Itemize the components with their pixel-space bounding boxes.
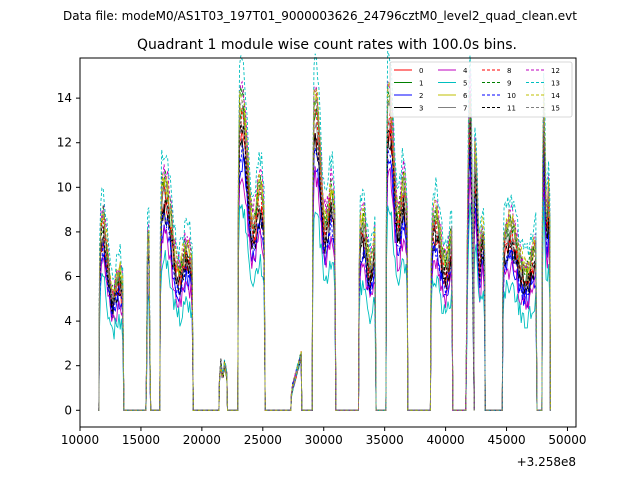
legend-label-4: 4 xyxy=(463,67,468,75)
y-tick-label: 12 xyxy=(57,136,72,150)
legend-label-11: 11 xyxy=(507,105,516,113)
x-tick-label: 10000 xyxy=(61,433,99,447)
series-line-15 xyxy=(98,96,551,411)
x-tick-label: 30000 xyxy=(305,433,343,447)
y-tick-label: 14 xyxy=(57,91,72,105)
series-line-9 xyxy=(98,87,551,411)
legend-label-7: 7 xyxy=(463,105,467,113)
chart-title: Quadrant 1 module wise count rates with … xyxy=(137,37,517,53)
legend-label-2: 2 xyxy=(419,92,423,100)
series-layer xyxy=(98,50,551,411)
x-tick-label: 50000 xyxy=(548,433,586,447)
x-tick-label: 45000 xyxy=(487,433,525,447)
x-tick-label: 25000 xyxy=(244,433,282,447)
y-tick-label: 0 xyxy=(64,403,72,417)
legend-label-12: 12 xyxy=(551,67,560,75)
series-line-13 xyxy=(98,50,551,411)
y-tick-label: 8 xyxy=(64,225,72,239)
legend-label-1: 1 xyxy=(419,80,423,88)
axes-frame xyxy=(79,57,577,428)
y-axis: 0 2 4 6 8 10 12 14 xyxy=(57,91,80,417)
legend-label-6: 6 xyxy=(463,92,468,100)
legend-box xyxy=(389,61,573,118)
legend-label-14: 14 xyxy=(551,92,560,100)
x-tick-label: 40000 xyxy=(427,433,465,447)
suptitle: Data file: modeM0/AS1T03_197T01_90000036… xyxy=(63,9,577,23)
y-tick-label: 4 xyxy=(64,314,72,328)
legend-label-8: 8 xyxy=(507,67,511,75)
legend-label-9: 9 xyxy=(507,80,511,88)
x-axis: 10000 15000 20000 25000 30000 35000 40000 45000… xyxy=(61,427,587,447)
y-tick-label: 6 xyxy=(64,270,72,284)
legend-label-15: 15 xyxy=(551,105,560,113)
x-tick-label: 35000 xyxy=(366,433,404,447)
x-tick-label: 15000 xyxy=(122,433,160,447)
y-tick-label: 10 xyxy=(57,180,72,194)
legend-label-13: 13 xyxy=(551,80,560,88)
x-offset-label: +3.258e8 xyxy=(517,455,576,469)
legend-label-0: 0 xyxy=(419,67,423,75)
legend-label-3: 3 xyxy=(419,105,423,113)
y-tick-label: 2 xyxy=(64,359,72,373)
legend-label-5: 5 xyxy=(463,80,467,88)
legend-label-10: 10 xyxy=(507,92,516,100)
x-tick-label: 20000 xyxy=(183,433,221,447)
series-line-11 xyxy=(98,119,551,411)
